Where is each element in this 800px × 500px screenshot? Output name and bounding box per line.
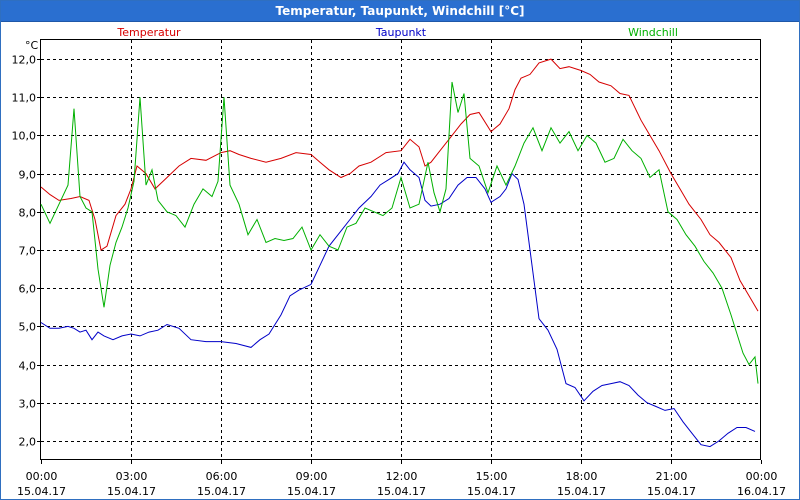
- x-tick-date: 16.04.17: [737, 485, 786, 498]
- x-tick-date: 15.04.17: [557, 485, 606, 498]
- y-axis-unit: °C: [25, 39, 39, 52]
- y-tick-label: 5,0: [19, 321, 37, 334]
- series-line-temperatur: [40, 58, 759, 312]
- x-axis: 00:00 15.04.17 03:00 15.04.17 06:00 15.04.17 0…: [17, 460, 786, 498]
- legend-taupunkt: Taupunkt: [375, 26, 427, 39]
- legend-temperatur: Temperatur: [116, 26, 181, 39]
- x-tick-date: 15.04.17: [107, 485, 156, 498]
- x-tick-date: 15.04.17: [197, 485, 246, 498]
- y-tick-label: 10,0: [12, 130, 37, 143]
- x-tick-time: 18:00: [566, 470, 598, 483]
- series-line-windchill: [40, 81, 759, 384]
- plot-area-border: [40, 39, 761, 460]
- y-tick-label: 4,0: [19, 360, 37, 373]
- x-tick-time: 09:00: [296, 470, 328, 483]
- chart-title: Temperatur, Taupunkt, Windchill [°C]: [1, 1, 799, 22]
- x-tick-date: 15.04.17: [647, 485, 696, 498]
- x-tick-date: 15.04.17: [377, 485, 426, 498]
- y-tick-label: 2,0: [19, 436, 37, 449]
- x-tick-time: 00:00: [26, 470, 58, 483]
- y-tick-label: 12,0: [12, 54, 37, 67]
- y-tick-label: 8,0: [19, 207, 37, 220]
- y-tick-label: 6,0: [19, 283, 37, 296]
- x-tick-time: 21:00: [656, 470, 688, 483]
- x-tick-date: 15.04.17: [287, 485, 336, 498]
- grid: [41, 40, 761, 460]
- series-line-taupunkt: [40, 161, 756, 448]
- legend-windchill: Windchill: [628, 26, 678, 39]
- legend: Temperatur Taupunkt Windchill: [116, 26, 678, 39]
- x-tick-time: 15:00: [476, 470, 508, 483]
- series-lines: [40, 58, 759, 448]
- y-axis: °C 2,0 3,0 4,0 5,0 6,0 7,0 8,0 9,0 10,0 11,0 12,0: [12, 39, 41, 449]
- x-tick-time: 06:00: [206, 470, 238, 483]
- y-tick-label: 7,0: [19, 245, 37, 258]
- y-tick-label: 3,0: [19, 398, 37, 411]
- x-tick-time: 12:00: [386, 470, 418, 483]
- y-tick-label: 11,0: [12, 92, 37, 105]
- x-tick-time: 03:00: [116, 470, 148, 483]
- x-tick-date: 15.04.17: [17, 485, 66, 498]
- x-tick-date: 15.04.17: [467, 485, 516, 498]
- y-tick-label: 9,0: [19, 169, 37, 182]
- x-tick-time: 00:00: [746, 470, 778, 483]
